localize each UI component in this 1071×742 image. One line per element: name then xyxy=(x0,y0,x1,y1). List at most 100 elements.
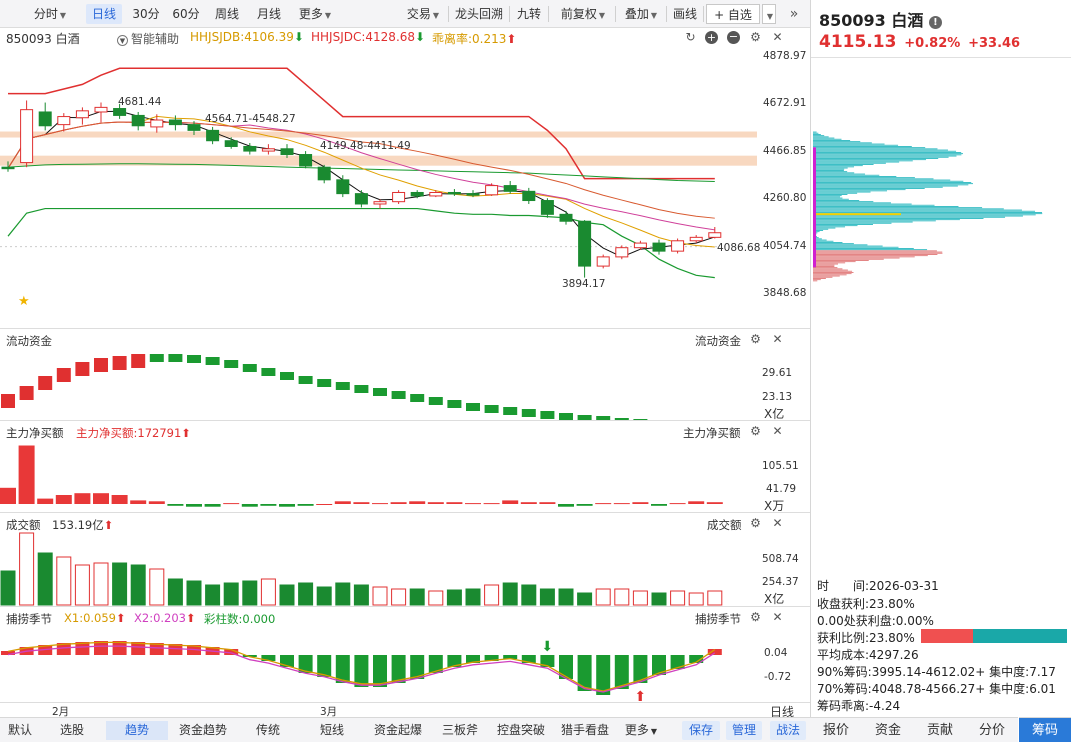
liudong-chart[interactable] xyxy=(0,329,760,421)
tab-contribution[interactable]: 贡献 xyxy=(914,717,966,742)
candle-body xyxy=(466,193,480,196)
draw-line-button[interactable]: 画线 xyxy=(672,7,697,21)
chip-bar xyxy=(813,279,821,281)
liudong-bar xyxy=(391,391,406,399)
tab-sanbanfu[interactable]: 三板斧 xyxy=(441,723,478,737)
manage-button[interactable]: 管理 xyxy=(726,721,762,740)
panel-title-right: 流动资金 xyxy=(695,334,741,348)
tab-30min[interactable]: 30分 xyxy=(132,7,160,21)
zhuli-bar xyxy=(576,504,593,506)
tab-quote[interactable]: 报价 xyxy=(810,717,862,742)
liudong-bar xyxy=(19,386,34,400)
tab-xuangu[interactable]: 选股 xyxy=(59,723,84,737)
toolbar-divider xyxy=(703,6,704,22)
tab-price-volume[interactable]: 分价 xyxy=(966,717,1018,742)
chip-bar xyxy=(813,176,897,177)
liudong-bar xyxy=(447,400,462,408)
gear-icon[interactable]: ⚙ xyxy=(750,610,761,624)
tab-qushi[interactable]: 趋势 xyxy=(106,721,168,740)
chengjiao-chart[interactable] xyxy=(0,513,760,607)
tab-duanxian[interactable]: 短线 xyxy=(319,723,344,737)
tab-kongpan[interactable]: 控盘突破 xyxy=(496,723,545,737)
kline-chart[interactable] xyxy=(0,46,810,328)
chip-bar xyxy=(813,250,937,252)
gear-icon[interactable]: ⚙ xyxy=(750,30,761,44)
chip-bar xyxy=(813,256,915,258)
candle-body xyxy=(224,140,238,147)
gear-icon[interactable]: ⚙ xyxy=(750,332,761,346)
tab-zijin-qibao[interactable]: 资金起爆 xyxy=(373,723,422,737)
close-icon[interactable]: ✕ xyxy=(772,610,783,624)
liudong-bar xyxy=(224,360,239,368)
nine-turn-button[interactable]: 九转 xyxy=(516,7,541,21)
candle-body xyxy=(689,236,703,242)
volume-bar xyxy=(614,588,630,606)
overlay-menu[interactable]: 叠加 ▼ xyxy=(624,7,658,21)
close-icon[interactable]: ✕ xyxy=(772,424,783,438)
gear-icon[interactable]: ⚙ xyxy=(750,516,761,530)
zhuli-bar xyxy=(688,501,705,504)
liudong-bar xyxy=(56,368,71,382)
add-watchlist-button[interactable]: + 自选 xyxy=(706,4,760,24)
collapse-panel-icon[interactable]: » xyxy=(789,6,799,22)
tab-fenshi[interactable]: 分时 ▼ xyxy=(33,7,67,21)
chevron-down-icon: ▼ xyxy=(59,11,67,20)
tab-lieshou[interactable]: 猎手看盘 xyxy=(560,723,609,737)
zhuli-chart[interactable] xyxy=(0,421,760,513)
trade-menu[interactable]: 交易 ▼ xyxy=(406,7,440,21)
chip-bar xyxy=(813,210,1036,212)
close-icon[interactable]: ✕ xyxy=(772,516,783,530)
hhjsjdb-value: HHJSJDB:4106.39⬇ xyxy=(190,30,304,44)
liudong-bar xyxy=(75,362,90,376)
candle-body xyxy=(113,108,127,116)
chip-bar xyxy=(813,196,841,198)
chip-bar xyxy=(813,146,912,147)
liudong-bar xyxy=(335,382,350,390)
star-icon[interactable]: ★ xyxy=(18,294,30,309)
zhuli-bar xyxy=(595,503,612,505)
profit-ratio-bar xyxy=(921,629,1067,643)
close-icon[interactable]: ✕ xyxy=(772,30,783,44)
save-button[interactable]: 保存 xyxy=(682,721,720,740)
chip-bar xyxy=(813,195,842,197)
tab-chips[interactable]: 筹码 xyxy=(1019,717,1071,742)
tab-chuantong[interactable]: 传统 xyxy=(255,723,280,737)
chip-distribution-chart[interactable] xyxy=(811,60,1071,580)
tab-default[interactable]: 默认 xyxy=(7,723,32,737)
arrow-up-icon: ⬆ xyxy=(181,426,191,440)
dragon-head-button[interactable]: 龙头回溯 xyxy=(454,7,503,21)
bulao-bar xyxy=(670,655,685,669)
chip-bar xyxy=(813,165,863,167)
info-icon[interactable]: ! xyxy=(928,16,942,29)
close-icon[interactable]: ✕ xyxy=(772,332,783,346)
gear-icon[interactable]: ⚙ xyxy=(750,424,761,438)
liudong-bar xyxy=(168,354,183,362)
candle-body xyxy=(373,201,387,205)
liudong-bar xyxy=(577,415,592,421)
adjust-menu[interactable]: 前复权 ▼ xyxy=(560,7,606,21)
chip-bar xyxy=(813,171,848,173)
tab-funds[interactable]: 资金 xyxy=(862,717,914,742)
refresh-icon[interactable]: ↻ xyxy=(685,30,696,44)
add-indicator-icon[interactable]: + xyxy=(705,31,718,44)
bulao-bar xyxy=(428,655,443,673)
bulao-chart[interactable]: ⬇⬆ xyxy=(0,607,760,703)
tab-more[interactable]: 更多 ▼ xyxy=(298,7,332,21)
chip-bar xyxy=(813,209,1022,211)
strategy-button[interactable]: 战法 xyxy=(770,721,806,740)
axis-label: 29.61 xyxy=(762,367,793,379)
chip-range-marker xyxy=(813,147,816,268)
bulao-bar xyxy=(335,655,350,683)
volume-bar xyxy=(391,588,407,606)
tab-month[interactable]: 月线 xyxy=(256,7,281,21)
tab-day[interactable]: 日线 xyxy=(86,4,122,24)
zhuli-bar xyxy=(353,502,370,504)
chip-bar xyxy=(813,231,820,233)
tab-60min[interactable]: 60分 xyxy=(172,7,200,21)
tab-more-indicators[interactable]: 更多 ▼ xyxy=(624,723,658,737)
watchlist-dropdown[interactable]: ▼ xyxy=(762,4,776,24)
smart-assist-toggle[interactable]: ▼ 智能辅助 xyxy=(117,30,179,47)
remove-indicator-icon[interactable]: − xyxy=(727,30,740,44)
tab-zijin-qushi[interactable]: 资金趋势 xyxy=(178,723,227,737)
tab-week[interactable]: 周线 xyxy=(214,7,239,21)
